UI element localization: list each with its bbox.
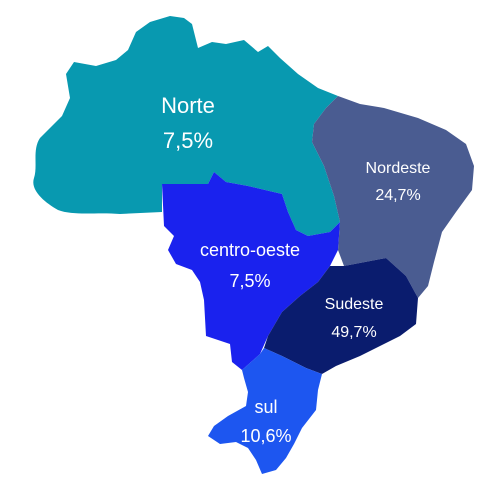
region-sul (208, 348, 322, 474)
region-norte (33, 16, 340, 236)
label-sudeste-value: 49,7% (331, 324, 376, 341)
region-nordeste (312, 96, 474, 298)
label-norte-name: Norte (161, 93, 215, 118)
region-centro-oeste (162, 172, 340, 370)
label-norte-value: 7,5% (163, 128, 213, 153)
label-centro-oeste-value: 7,5% (229, 271, 270, 291)
label-nordeste-name: Nordeste (366, 160, 431, 177)
label-centro-oeste-name: centro-oeste (200, 240, 300, 260)
region-sudeste (264, 258, 418, 374)
label-sul-name: sul (254, 397, 277, 417)
label-sudeste-name: Sudeste (325, 296, 384, 313)
label-nordeste-value: 24,7% (375, 187, 420, 204)
label-sul-value: 10,6% (240, 426, 291, 446)
